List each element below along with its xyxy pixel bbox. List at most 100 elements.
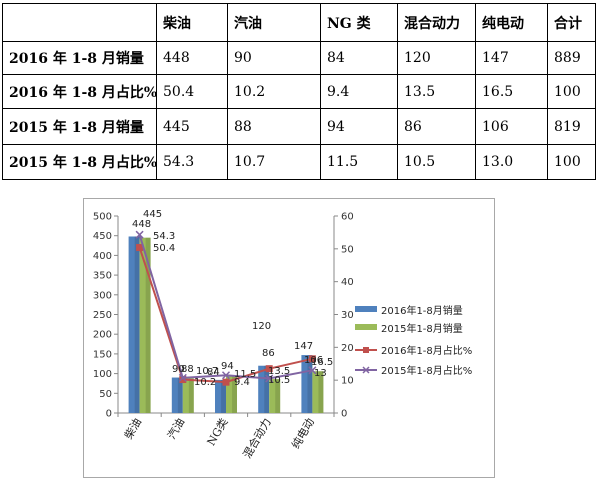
bar-label-2016-sales: 120 [252, 321, 271, 332]
bar-2015-sales [226, 375, 237, 413]
line-label-2016-share: 9.4 [234, 377, 250, 388]
bar-2015-sales [312, 371, 324, 413]
right-tick-label: 10 [341, 376, 354, 387]
table-cell: 50.4 [156, 74, 228, 109]
left-tick-label: 450 [93, 231, 112, 242]
table-cell: 10.7 [227, 144, 321, 180]
sales-chart: 0 50 100 150 200 250 300 350 400 450 500 0 10 20 30 40 5… [93, 209, 472, 461]
point-2015-share [178, 373, 187, 382]
line-2015-share [138, 234, 313, 380]
table-cell: 13.0 [475, 144, 548, 180]
category-label: 混合动力 [240, 416, 274, 461]
row-label-cell: 2015 年 1-8 月销量 [2, 108, 157, 145]
point-2015-share [308, 366, 317, 375]
bar-label-2016-sales: 147 [294, 341, 313, 352]
bar-2016-sales [215, 379, 226, 413]
bar-shading [264, 365, 270, 413]
bar-shading [134, 236, 140, 413]
bar-label-2015-sales: 106 [304, 355, 323, 366]
table-cell: 147 [475, 41, 548, 75]
table-cell: 84 [320, 41, 398, 75]
bar-2015-sales [182, 378, 194, 413]
legend-swatch [355, 306, 377, 312]
right-tick-label: 40 [341, 277, 354, 288]
table-row: 2016 年 1-8 月占比% 50.4 10.2 9.4 13.5 16.5 100 [2, 74, 596, 109]
line-label-2015-share: 54.3 [153, 231, 175, 242]
line-label-2016-share: 50.4 [153, 243, 175, 254]
table-cell: 54.3 [156, 144, 228, 180]
bar-shading [232, 375, 237, 413]
table-cell: 448 [156, 41, 228, 75]
right-tick-label: 0 [341, 409, 347, 420]
line-label-2015-share: 10.7 [196, 366, 218, 377]
bar-2016-sales [128, 236, 140, 413]
bar-label-2015-sales: 445 [143, 209, 162, 220]
bar-shading [318, 371, 324, 413]
left-tick-label: 250 [93, 310, 112, 321]
legend-swatch [355, 324, 377, 330]
left-tick-label: 350 [93, 271, 112, 282]
line-label-2016-share: 13.5 [268, 366, 290, 377]
point-2015-share [221, 371, 231, 380]
category-label: 纯电动 [289, 416, 317, 451]
table-header-cell: 纯电动 [475, 3, 548, 42]
table-cell: 16.5 [475, 74, 548, 109]
legend-label: 2015年1-8月占比% [381, 364, 472, 377]
point-2015-share [135, 230, 144, 239]
table-header-row: 柴油 汽油 NG 类混合动力 纯电动 合计 [2, 3, 596, 42]
left-tick-label: 100 [93, 369, 112, 380]
table-cell: 10.5 [397, 144, 476, 180]
table-cell: 88 [227, 108, 321, 145]
category-label: 汽油 [164, 416, 187, 442]
table-row: 2015 年 1-8 月销量 445 88 94 86 106 819 [2, 108, 596, 145]
bar-label-2015-sales: 94 [221, 361, 234, 372]
legend-marker [363, 347, 369, 353]
category-label: 柴油 [121, 416, 144, 442]
table-header-cell: 混合动力 [397, 3, 476, 42]
bar-label-2015-sales: 86 [262, 348, 275, 359]
bar-2016-sales [301, 355, 313, 413]
line-label-2015-share: 11.5 [234, 369, 256, 380]
table-cell: 100 [547, 74, 596, 109]
left-tick-label: 500 [93, 212, 112, 223]
table-cell: 9.4 [320, 74, 398, 109]
bar-shading [145, 237, 151, 413]
table-cell: 100 [547, 144, 596, 180]
row-label-cell: 2016 年 1-8 月占比% [2, 74, 157, 109]
table-header-cell: 柴油 [156, 3, 228, 42]
bar-shading [221, 379, 226, 413]
bar-2016-sales [258, 365, 270, 413]
legend-label: 2016年1-8月销量 [381, 304, 463, 317]
table-header-cell [2, 3, 157, 42]
row-label-cell: 2016 年 1-8 月销量 [2, 41, 157, 75]
point-2016-share [222, 378, 230, 386]
table-cell: 10.2 [227, 74, 321, 109]
table-cell: 11.5 [320, 144, 398, 180]
table-cell: 13.5 [397, 74, 476, 109]
row-label-cell: 2015 年 1-8 月占比% [2, 144, 157, 180]
left-tick-label: 300 [93, 290, 112, 301]
table-cell: 120 [397, 41, 476, 75]
legend-label: 2016年1-8月占比% [381, 344, 472, 357]
bar-label-2016-sales: 84 [207, 367, 220, 378]
line-label-2015-share: 13 [314, 368, 327, 379]
bar-shading [307, 355, 313, 413]
legend-label: 2015年1-8月销量 [381, 322, 463, 335]
table-row: 2016 年 1-8 月销量 448 90 84 120 147 889 [2, 41, 596, 75]
table-header-cell: 汽油 [227, 3, 321, 42]
table-cell: 86 [397, 108, 476, 145]
table-row: 2015 年 1-8 月占比% 54.3 10.7 11.5 10.5 13.0 100 [2, 144, 596, 180]
right-tick-label: 30 [341, 310, 354, 321]
bar-shading [275, 379, 281, 413]
left-tick-label: 0 [106, 409, 112, 420]
left-tick-label: 50 [99, 389, 112, 400]
table-cell: 889 [547, 41, 596, 75]
line-label-2016-share: 10.2 [194, 377, 216, 388]
bar-label-2016-sales: 90 [172, 364, 185, 375]
left-tick-label: 150 [93, 349, 112, 360]
bar-label-2015-sales: 88 [181, 364, 194, 375]
line-label-2015-share: 10.5 [268, 375, 290, 386]
point-2016-share [136, 244, 144, 252]
category-label: NG类 [204, 416, 231, 448]
bar-2016-sales [171, 377, 183, 413]
